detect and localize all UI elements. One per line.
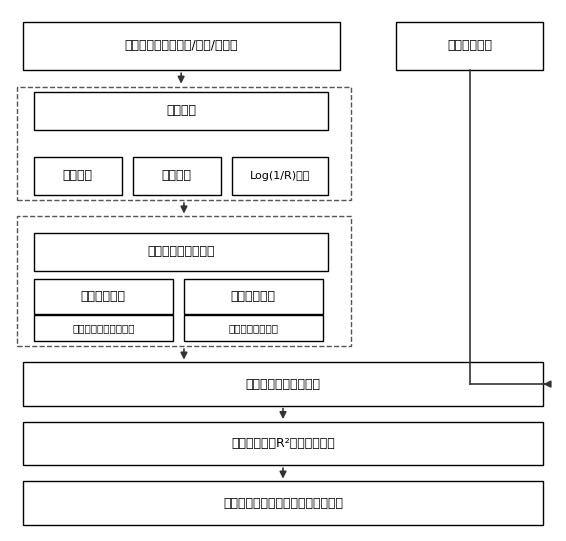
- Text: 不同小波类型变换: 不同小波类型变换: [228, 323, 278, 333]
- Bar: [184, 315, 323, 341]
- Text: 植被生化参数: 植被生化参数: [447, 39, 492, 52]
- Bar: [23, 22, 340, 70]
- Text: 不同类型的小波变换: 不同类型的小波变换: [147, 245, 215, 258]
- Text: Log(1/R)变换: Log(1/R)变换: [250, 171, 310, 181]
- Text: 连续小波变换: 连续小波变换: [81, 289, 126, 303]
- Bar: [396, 22, 543, 70]
- Text: 导数变换: 导数变换: [63, 169, 93, 182]
- Bar: [34, 157, 122, 195]
- Text: 不同分解尺度小波变换: 不同分解尺度小波变换: [72, 323, 135, 333]
- Bar: [34, 233, 328, 270]
- Text: 对模型进行验证和利用模型进行预测: 对模型进行验证和利用模型进行预测: [223, 497, 343, 510]
- Text: 构建不同逐步回归模型: 构建不同逐步回归模型: [246, 378, 320, 391]
- Text: 光谱变换: 光谱变换: [166, 104, 196, 117]
- Text: 利用决定系数R²确定最佳模型: 利用决定系数R²确定最佳模型: [231, 437, 335, 450]
- Text: 植被反射光谱（叶片/冠层/卫星）: 植被反射光谱（叶片/冠层/卫星）: [125, 39, 238, 52]
- Bar: [17, 216, 351, 346]
- Bar: [34, 315, 173, 341]
- Bar: [34, 92, 328, 130]
- Bar: [23, 362, 543, 406]
- Text: 离散小波变换: 离散小波变换: [231, 289, 276, 303]
- Text: 倒数变换: 倒数变换: [162, 169, 192, 182]
- Bar: [23, 481, 543, 525]
- Bar: [23, 422, 543, 465]
- Bar: [184, 279, 323, 314]
- Bar: [232, 157, 328, 195]
- Bar: [34, 279, 173, 314]
- Bar: [133, 157, 221, 195]
- Bar: [17, 87, 351, 200]
